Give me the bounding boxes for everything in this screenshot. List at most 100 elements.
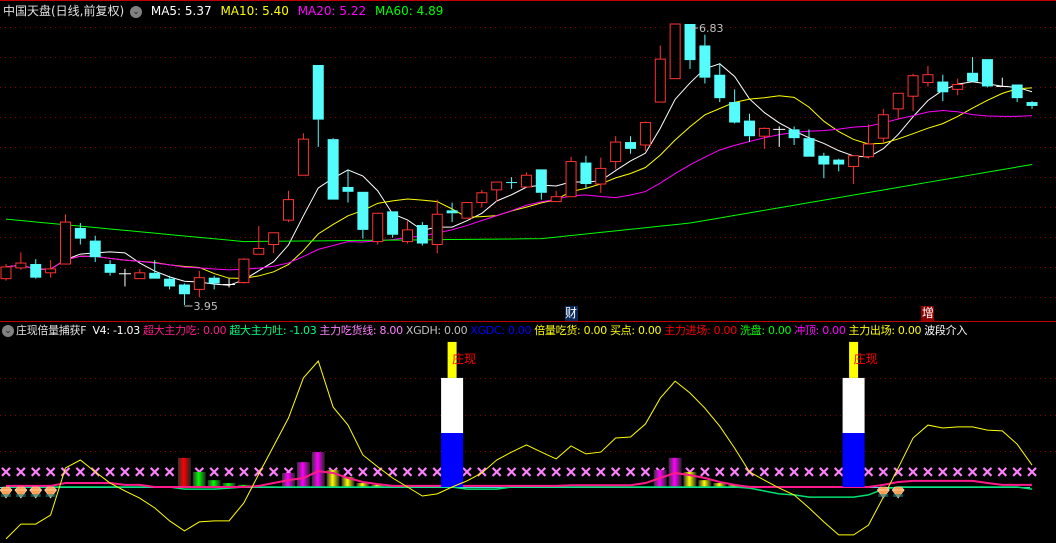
candle[interactable]: [372, 212, 384, 245]
indicator-value: 洗盘: 0.00: [739, 324, 792, 337]
histogram-bar: [356, 483, 370, 487]
candle[interactable]: [297, 133, 309, 176]
candle[interactable]: [401, 221, 413, 244]
candle[interactable]: [223, 278, 236, 288]
indicator-panel[interactable]: 庄现 庄现: [0, 341, 1037, 540]
chevron-down-circle-icon[interactable]: ⌄: [2, 325, 14, 337]
candle[interactable]: [446, 202, 458, 223]
candle[interactable]: [729, 89, 741, 124]
cross-marker: [60, 467, 71, 477]
event-flag[interactable]: 财: [564, 306, 578, 321]
candle[interactable]: [952, 78, 964, 96]
candle[interactable]: [744, 113, 755, 143]
candle[interactable]: [59, 214, 71, 265]
candle[interactable]: [625, 136, 637, 154]
candle[interactable]: [922, 65, 934, 87]
candle[interactable]: [89, 235, 101, 263]
candle[interactable]: [327, 138, 339, 200]
candle[interactable]: [520, 172, 532, 188]
candle[interactable]: [461, 202, 473, 219]
candle[interactable]: [610, 136, 622, 170]
candle[interactable]: [758, 127, 770, 149]
candle[interactable]: [506, 177, 518, 189]
candle[interactable]: [639, 121, 651, 151]
candle[interactable]: [342, 169, 354, 203]
candle[interactable]: [565, 156, 577, 198]
candle-body: [431, 213, 443, 246]
candle[interactable]: [669, 23, 681, 80]
candle[interactable]: [981, 59, 993, 88]
candle[interactable]: [357, 191, 369, 239]
candle[interactable]: [491, 181, 503, 202]
candle[interactable]: [164, 275, 176, 290]
candle[interactable]: [877, 108, 889, 144]
candle[interactable]: [684, 24, 696, 69]
candle[interactable]: [134, 268, 146, 280]
candle-body: [253, 247, 265, 255]
candle-body: [892, 92, 904, 110]
candle[interactable]: [773, 126, 786, 147]
indicator-value: 冲顶: 0.00: [794, 324, 846, 337]
candle[interactable]: [907, 73, 919, 111]
indicator-header: ⌄ 庄现倍量捕获F V4: -1.03 超大主力吃: 0.00 超大主力吐: -1.0…: [2, 322, 970, 340]
candle[interactable]: [312, 64, 324, 147]
cross-marker: [268, 467, 279, 477]
candle[interactable]: [431, 199, 443, 254]
candle[interactable]: [104, 260, 116, 276]
candle[interactable]: [149, 260, 161, 279]
candle[interactable]: [535, 169, 547, 200]
candle[interactable]: [892, 92, 904, 120]
cross-marker: [938, 467, 948, 477]
event-flag[interactable]: 增: [921, 306, 935, 321]
candle[interactable]: [74, 223, 86, 245]
candle[interactable]: [937, 74, 949, 102]
candle[interactable]: [580, 155, 592, 189]
candle[interactable]: [996, 77, 1009, 87]
indicator-value: 主力吃货线: 8.00: [319, 324, 403, 337]
candle-body: [134, 272, 146, 280]
candle-body: [461, 202, 473, 219]
candle[interactable]: [30, 259, 42, 279]
candle[interactable]: [0, 264, 12, 281]
candle[interactable]: [45, 260, 57, 278]
diamond-base: [15, 494, 26, 497]
candle-body: [1026, 102, 1038, 106]
candle[interactable]: [550, 190, 562, 203]
diamond-icon: [44, 486, 58, 499]
candle[interactable]: [803, 129, 815, 157]
candle[interactable]: [387, 211, 399, 238]
candle[interactable]: [193, 270, 205, 298]
candle[interactable]: [208, 275, 220, 290]
candle[interactable]: [714, 63, 726, 103]
candle[interactable]: [595, 157, 607, 193]
candle[interactable]: [833, 158, 845, 172]
candle[interactable]: [268, 232, 280, 254]
candle[interactable]: [15, 252, 27, 270]
candle-body: [193, 277, 205, 290]
candle[interactable]: [699, 34, 711, 84]
candle[interactable]: [283, 190, 295, 223]
cross-marker: [536, 467, 547, 477]
candle[interactable]: [862, 124, 874, 159]
candle-body: [506, 182, 518, 184]
chevron-down-circle-icon[interactable]: ⌄: [130, 5, 143, 18]
candle[interactable]: [788, 126, 800, 145]
candle[interactable]: [848, 155, 860, 185]
candle[interactable]: [476, 189, 488, 208]
candlesticks[interactable]: [0, 23, 1038, 305]
candle[interactable]: [416, 222, 428, 246]
candle[interactable]: [118, 268, 131, 287]
cross-marker: [135, 467, 145, 477]
pink-line: [6, 470, 1033, 488]
diamond-icon: [891, 486, 905, 499]
candle-body: [1011, 84, 1023, 99]
candle[interactable]: [1026, 101, 1038, 109]
candle[interactable]: [238, 258, 250, 284]
candle[interactable]: [253, 225, 265, 255]
candle[interactable]: [654, 45, 666, 103]
candle[interactable]: [967, 57, 979, 82]
candle[interactable]: [1011, 84, 1023, 103]
candle[interactable]: [818, 152, 830, 179]
candle[interactable]: [178, 283, 190, 305]
